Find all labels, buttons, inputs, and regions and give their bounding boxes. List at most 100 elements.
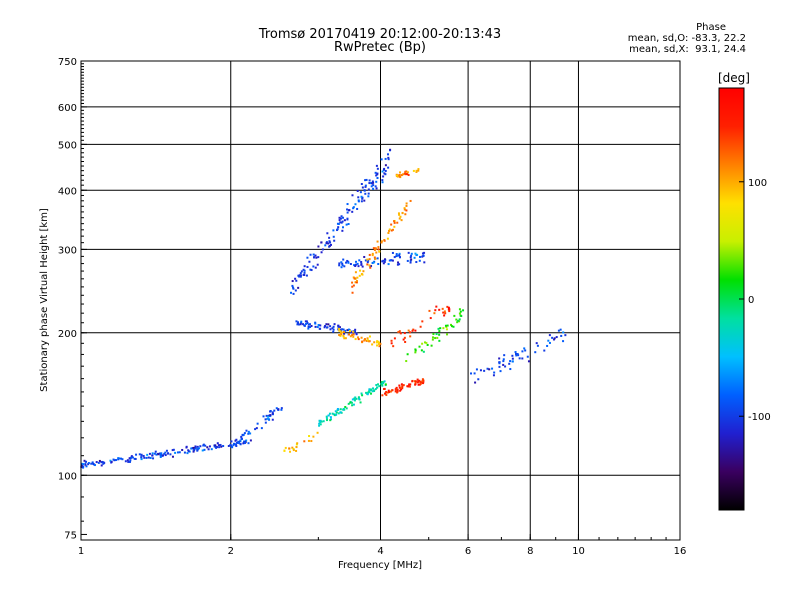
data-point [432,332,435,335]
data-point [292,287,295,290]
data-point [385,390,388,393]
data-point [336,228,339,231]
data-point [363,338,366,341]
data-point [194,447,197,450]
data-point [382,262,385,265]
data-point [262,415,265,418]
data-point [142,454,145,457]
data-point [247,432,250,435]
data-point [295,449,298,452]
data-point [371,343,374,346]
data-point [396,263,399,266]
data-point [416,253,419,256]
data-point [347,402,350,405]
data-point [344,405,347,408]
data-point [321,248,324,251]
data-point [346,208,349,211]
data-point [158,452,161,455]
data-point [295,446,298,449]
data-point [291,284,294,287]
data-point [83,459,86,462]
data-point [203,448,206,451]
data-point [383,260,386,263]
colorbar-label: [deg] [718,71,750,85]
data-point [249,432,252,435]
data-point [354,265,357,268]
data-point [95,461,98,464]
data-point [352,284,355,287]
data-point [347,328,350,331]
data-point [380,240,383,243]
data-point [374,171,377,174]
data-point [486,367,489,370]
data-point [477,378,480,381]
data-point [409,199,412,202]
data-point [239,439,242,442]
data-point [216,442,219,445]
y-tick-label: 500 [58,140,77,151]
data-point [371,252,374,255]
data-point [337,412,340,415]
data-point [338,216,341,219]
data-point [333,239,336,242]
data-point [381,179,384,182]
data-point [458,312,461,315]
data-point [240,437,243,440]
data-point [560,334,563,337]
data-point [340,215,343,218]
data-point [518,357,521,360]
data-point [185,446,188,449]
data-point [412,328,415,331]
data-point [361,186,364,189]
data-point [370,185,373,188]
data-point [332,325,335,328]
data-point [318,422,321,425]
data-point [155,453,158,456]
data-point [509,360,512,363]
data-point [268,418,271,421]
data-point [364,179,367,182]
data-point [388,228,391,231]
colorbar-ticks: 100 0 -100 [739,178,771,423]
data-point [372,187,375,190]
data-point [419,382,422,385]
data-point [376,167,379,170]
data-point [499,370,502,373]
data-point [409,256,412,259]
data-point [80,462,83,465]
data-point [191,447,194,450]
data-point [291,446,294,449]
data-point [283,449,286,452]
data-point [126,459,129,462]
data-point [400,386,403,389]
data-point [356,207,359,210]
data-point [230,440,233,443]
data-point [511,357,514,360]
data-points [80,148,567,469]
data-point [378,385,381,388]
data-point [521,350,524,353]
data-point [362,270,365,273]
data-point [400,383,403,386]
data-point [458,320,461,323]
data-point [332,229,335,232]
y-tick-label: 75 [64,530,77,541]
data-point [267,415,270,418]
data-point [290,291,293,294]
data-point [357,338,360,341]
data-point [405,204,408,207]
data-point [475,368,478,371]
data-point [445,328,448,331]
data-point [360,263,363,266]
data-point [284,446,287,449]
data-point [446,333,449,336]
data-point [235,438,238,441]
data-point [429,317,432,320]
data-point [498,361,501,364]
data-point [266,417,269,420]
data-point [316,263,319,266]
data-point [345,223,348,226]
data-point [367,340,370,343]
data-point [355,397,358,400]
data-point [376,344,379,347]
